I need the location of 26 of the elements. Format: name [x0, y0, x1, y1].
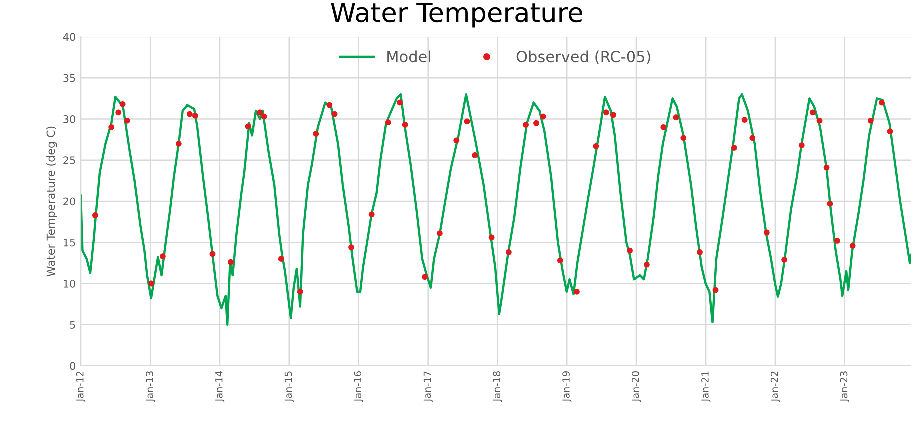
- y-axis-title: Water Temperature (deg C): [46, 126, 58, 277]
- y-tick-label: 15: [64, 238, 76, 247]
- y-tick-label: 20: [64, 198, 76, 206]
- x-tick-label: Jan-23: [840, 372, 850, 402]
- y-tick-label: 25: [64, 156, 76, 164]
- y-tick-label: 5: [70, 321, 76, 329]
- x-tick-label: Jan-12: [76, 372, 86, 402]
- x-tick-label: Jan-16: [354, 371, 364, 402]
- x-tick-label: Jan-18: [493, 372, 502, 402]
- x-tick-label: Jan-13: [146, 372, 156, 402]
- x-tick-label: Jan-15: [284, 372, 294, 402]
- y-tick-label: 0: [70, 362, 76, 370]
- legend-label: Model: [388, 50, 431, 63]
- line-series: [81, 93, 911, 326]
- y-tick-label: 40: [63, 33, 76, 42]
- x-tick-label: Jan-19: [562, 372, 572, 402]
- y-tick-label: 10: [64, 280, 76, 288]
- x-tick-label: Jan-20: [632, 372, 642, 402]
- x-tick-label: Jan-21: [702, 372, 711, 402]
- x-tick-label: Jan-22: [770, 372, 780, 402]
- y-tick-label: 30: [64, 115, 76, 124]
- legend-label: Observed (RC-05): [516, 50, 650, 64]
- x-tick-label: Jan-14: [216, 371, 225, 402]
- x-tick-label: Jan-17: [424, 372, 433, 402]
- y-tick-label: 35: [64, 74, 76, 82]
- chart-title: Water Temperature: [331, 2, 582, 28]
